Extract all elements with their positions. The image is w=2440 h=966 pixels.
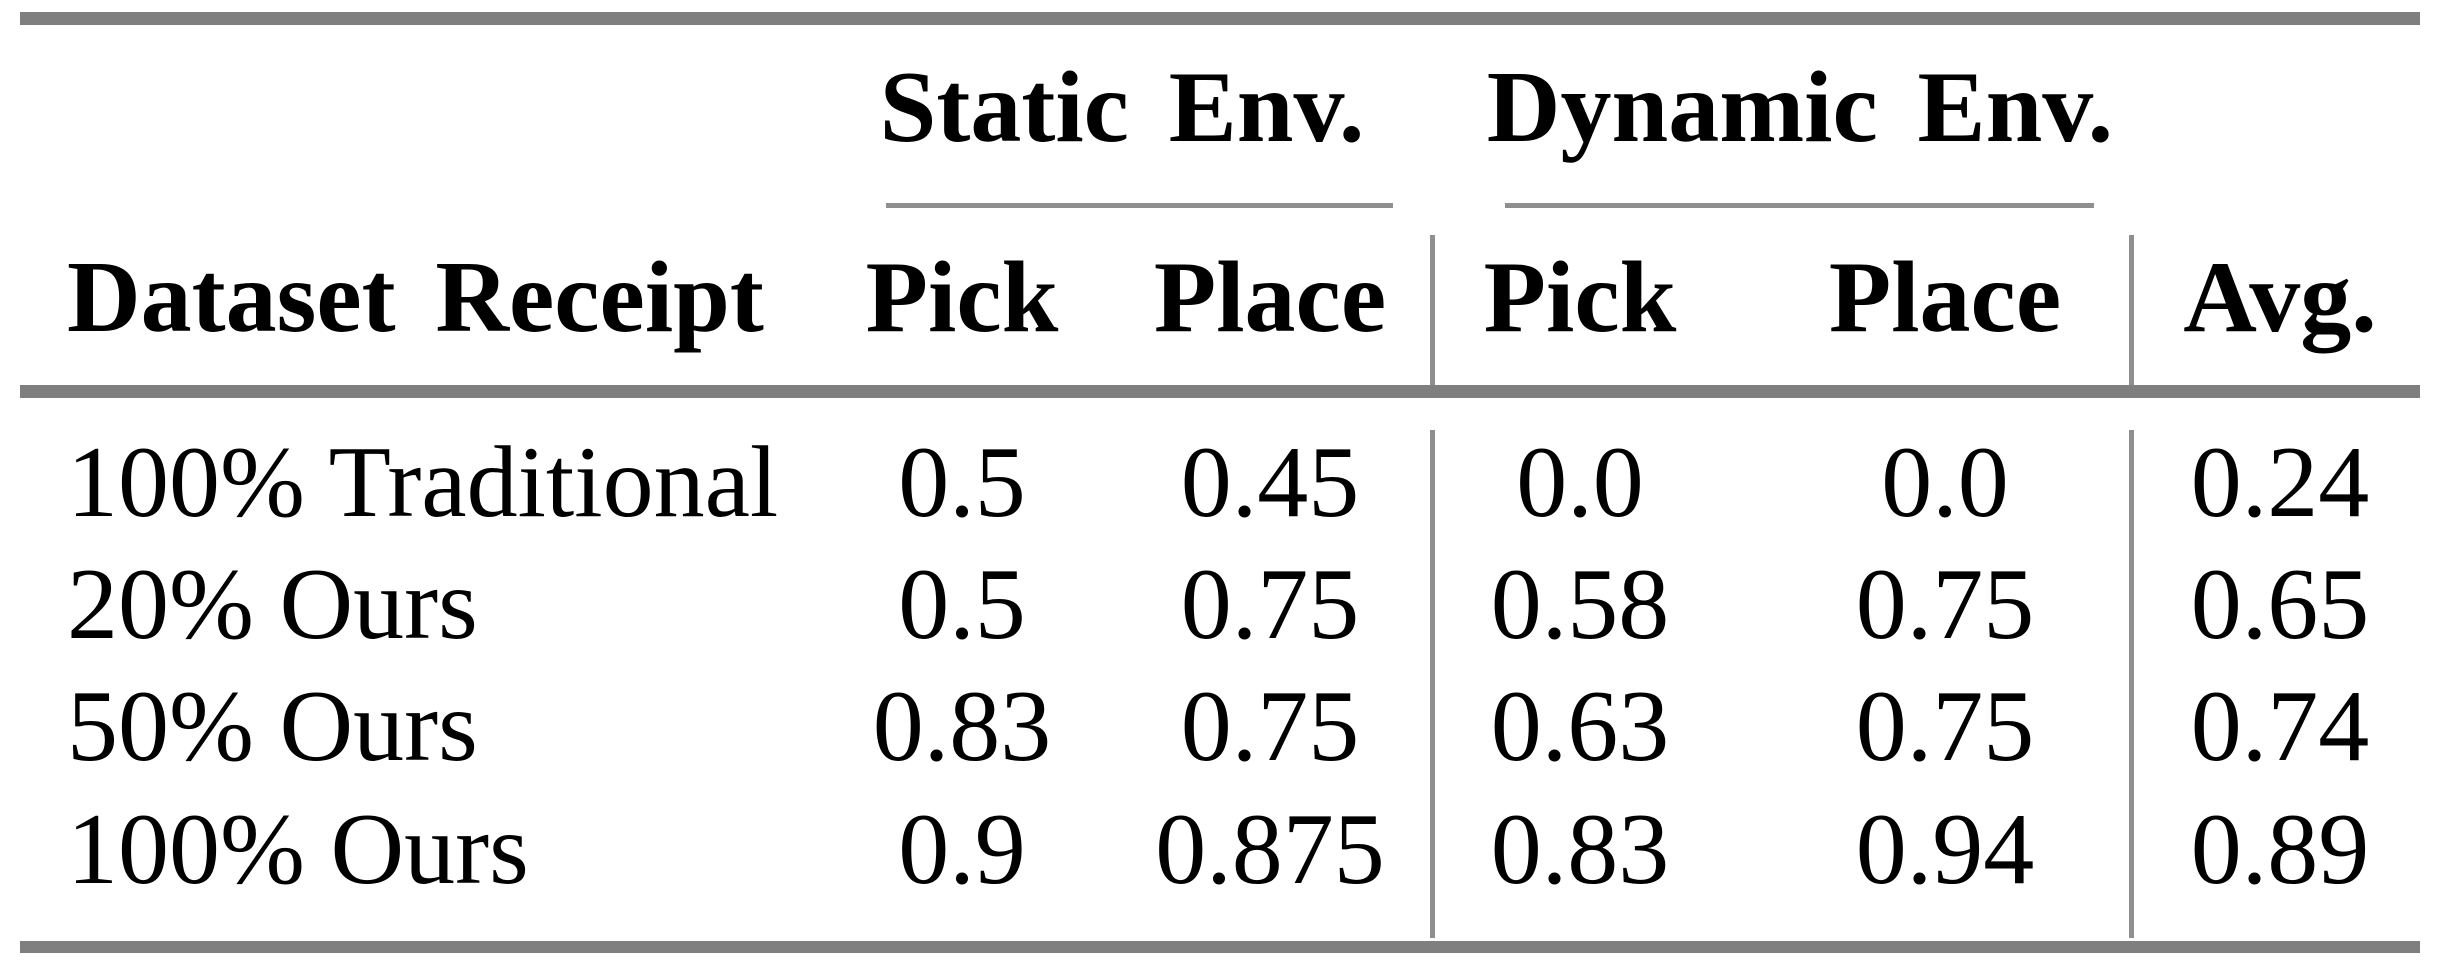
- bottom-rule: [20, 941, 2420, 953]
- vertical-rule-dynamic-avg-body: [2129, 430, 2134, 938]
- row-label: 100% Traditional: [67, 426, 779, 539]
- col-header-static-place: Place: [1153, 241, 1387, 354]
- table-cell: 0.5: [898, 548, 1026, 661]
- table-cell: 0.89: [2190, 793, 2370, 906]
- table-cell: 0.24: [2190, 426, 2370, 539]
- row-label: 20% Ours: [67, 548, 478, 661]
- col-header-dataset-receipt: Dataset Receipt: [67, 241, 764, 354]
- row-label: 100% Ours: [67, 793, 529, 906]
- top-rule: [20, 12, 2420, 25]
- table-cell: 0.0: [1516, 426, 1644, 539]
- group-header-static-env: Static Env.: [879, 51, 1365, 164]
- table-cell: 0.83: [1490, 793, 1670, 906]
- header-separator-rule: [20, 385, 2420, 398]
- table-cell: 0.45: [1180, 426, 1360, 539]
- table-cell: 0.63: [1490, 670, 1670, 783]
- table-cell: 0.9: [898, 793, 1026, 906]
- cmidrule-static-env: [886, 203, 1393, 208]
- col-header-dynamic-pick: Pick: [1483, 241, 1677, 354]
- table-cell: 0.75: [1855, 670, 2035, 783]
- table-cell: 0.875: [1155, 793, 1385, 906]
- table-cell: 0.75: [1180, 548, 1360, 661]
- table-cell: 0.75: [1180, 670, 1360, 783]
- table-cell: 0.75: [1855, 548, 2035, 661]
- col-header-static-pick: Pick: [865, 241, 1059, 354]
- vertical-rule-static-dynamic-header: [1430, 235, 1435, 385]
- vertical-rule-dynamic-avg-header: [2129, 235, 2134, 385]
- group-header-dynamic-env: Dynamic Env.: [1486, 51, 2114, 164]
- col-header-dynamic-place: Place: [1828, 241, 2062, 354]
- table-cell: 0.83: [872, 670, 1052, 783]
- col-header-avg: Avg.: [2183, 241, 2377, 354]
- table-cell: 0.58: [1490, 548, 1670, 661]
- table-cell: 0.65: [2190, 548, 2370, 661]
- cmidrule-dynamic-env: [1505, 203, 2094, 208]
- table-cell: 0.5: [898, 426, 1026, 539]
- table-cell: 0.94: [1855, 793, 2035, 906]
- table-cell: 0.74: [2190, 670, 2370, 783]
- table-cell: 0.0: [1881, 426, 2009, 539]
- row-label: 50% Ours: [67, 670, 478, 783]
- vertical-rule-static-dynamic-body: [1430, 430, 1435, 938]
